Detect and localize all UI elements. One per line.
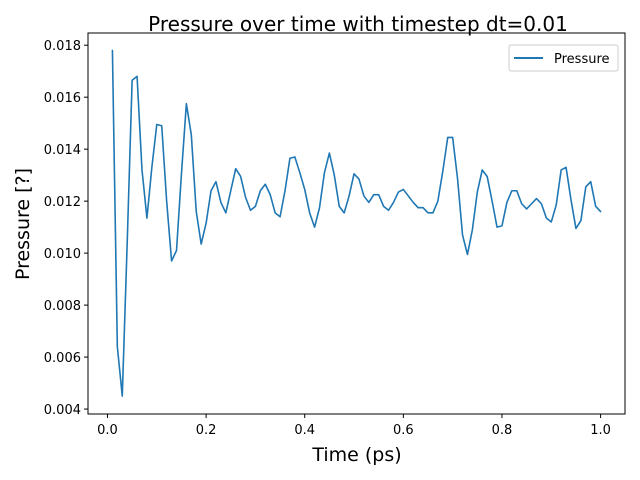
legend: Pressure — [508, 44, 619, 72]
x-axis-label: Time (ps) — [311, 444, 401, 466]
x-axis: 0.0 0.2 0.4 0.6 0.8 1.0 — [97, 414, 611, 438]
y-tick-label: 0.018 — [44, 39, 81, 54]
x-tick-label: 0.2 — [196, 423, 217, 438]
x-tick-label: 0.0 — [97, 423, 118, 438]
legend-label-pressure: Pressure — [554, 52, 610, 67]
y-axis-label: Pressure [?] — [12, 168, 34, 280]
x-tick-label: 0.4 — [294, 423, 315, 438]
y-tick-label: 0.014 — [44, 143, 81, 158]
y-tick-label: 0.016 — [44, 91, 81, 106]
y-tick-label: 0.008 — [44, 299, 81, 314]
series-layer — [111, 49, 602, 397]
x-tick-label: 0.8 — [492, 423, 513, 438]
legend-box — [508, 44, 619, 72]
y-tick-label: 0.006 — [44, 351, 81, 366]
plot-frame — [87, 32, 626, 415]
chart-title: Pressure over time with timestep dt=0.01 — [148, 12, 568, 36]
y-axis: 0.004 0.006 0.008 0.010 0.012 0.014 0.016 0.018 — [44, 39, 88, 418]
series-line-pressure — [111, 49, 602, 397]
y-tick-label: 0.004 — [44, 403, 81, 418]
x-tick-label: 0.6 — [393, 423, 414, 438]
y-tick-label: 0.010 — [44, 247, 81, 262]
plot-area — [87, 32, 626, 415]
y-tick-label: 0.012 — [44, 195, 81, 210]
x-tick-label: 1.0 — [590, 423, 611, 438]
